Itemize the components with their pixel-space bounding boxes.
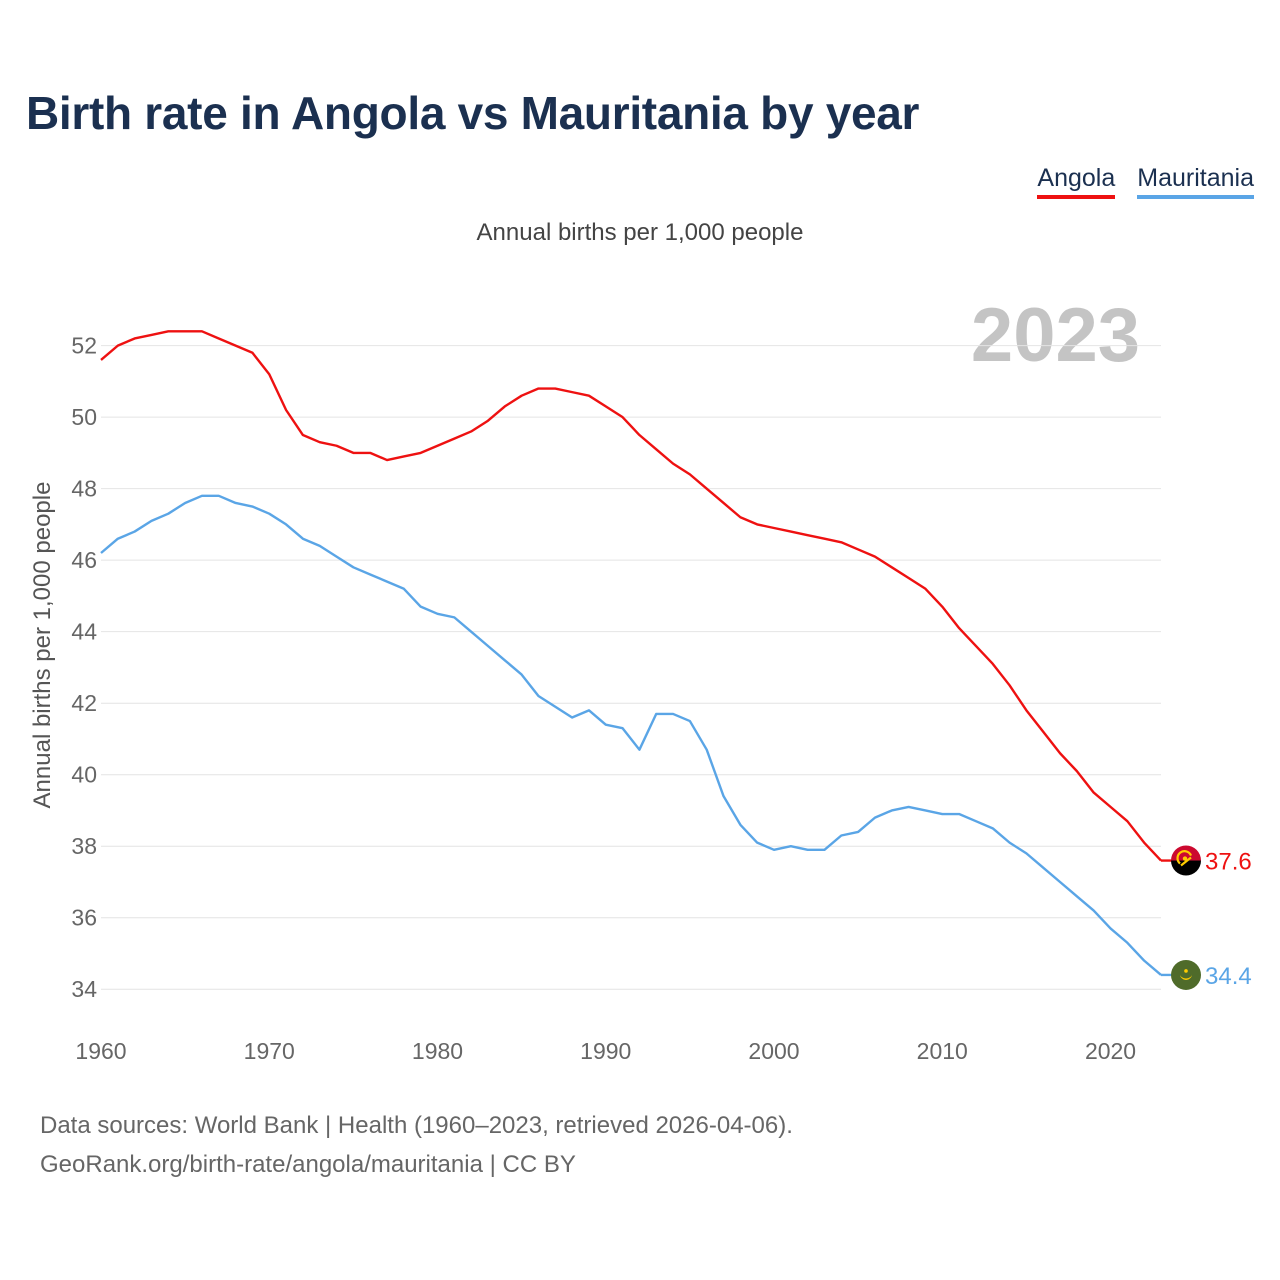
- y-tick-label: 38: [71, 833, 97, 859]
- page-title: Birth rate in Angola vs Mauritania by ye…: [26, 87, 920, 139]
- x-tick-label: 2020: [1085, 1038, 1136, 1064]
- x-tick-label: 1960: [75, 1038, 126, 1064]
- x-tick-label: 1990: [580, 1038, 631, 1064]
- series-line-angola: [100, 330, 1162, 862]
- x-tick-label: 2000: [748, 1038, 799, 1064]
- y-tick-label: 40: [71, 762, 97, 788]
- end-value-label-mauritania: 34.4: [1205, 963, 1252, 990]
- y-tick-label: 52: [71, 333, 97, 359]
- year-badge: 2023: [971, 293, 1140, 378]
- y-axis-ticks: 34 36 38 40 42 44 46 48 50 52: [71, 333, 97, 1003]
- end-markers: 37.6 34.4: [1161, 845, 1252, 990]
- series-line-mauritania: [100, 494, 1162, 976]
- source-note: Data sources: World Bank | Health (1960–…: [40, 1112, 793, 1139]
- y-tick-label: 48: [71, 476, 97, 502]
- credit-note: GeoRank.org/birth-rate/angola/mauritania…: [40, 1151, 576, 1178]
- y-tick-label: 50: [71, 404, 97, 430]
- x-tick-label: 1970: [244, 1038, 295, 1064]
- legend-item-mauritania[interactable]: Mauritania: [1137, 164, 1254, 199]
- chart-subtitle: Annual births per 1,000 people: [477, 219, 804, 246]
- series-lines: [100, 330, 1162, 976]
- y-tick-label: 34: [71, 976, 97, 1002]
- x-tick-label: 1980: [412, 1038, 463, 1064]
- chart-footer: Data sources: World Bank | Health (1960–…: [40, 1106, 793, 1184]
- chart-legend: Angola Mauritania: [1037, 164, 1254, 199]
- end-value-label-angola: 37.6: [1205, 849, 1252, 876]
- y-tick-label: 46: [71, 547, 97, 573]
- y-tick-label: 42: [71, 690, 97, 716]
- y-tick-label: 36: [71, 905, 97, 931]
- grid-lines: [101, 345, 1161, 990]
- x-axis-ticks: 1960 1970 1980 1990 2000 2010 2020: [75, 1038, 1136, 1064]
- y-axis-label: Annual births per 1,000 people: [29, 482, 56, 809]
- y-tick-label: 44: [71, 619, 97, 645]
- angola-flag-icon: [1171, 845, 1201, 876]
- x-tick-label: 2010: [917, 1038, 968, 1064]
- mauritania-flag-icon: [1171, 959, 1201, 990]
- legend-item-angola[interactable]: Angola: [1037, 164, 1116, 199]
